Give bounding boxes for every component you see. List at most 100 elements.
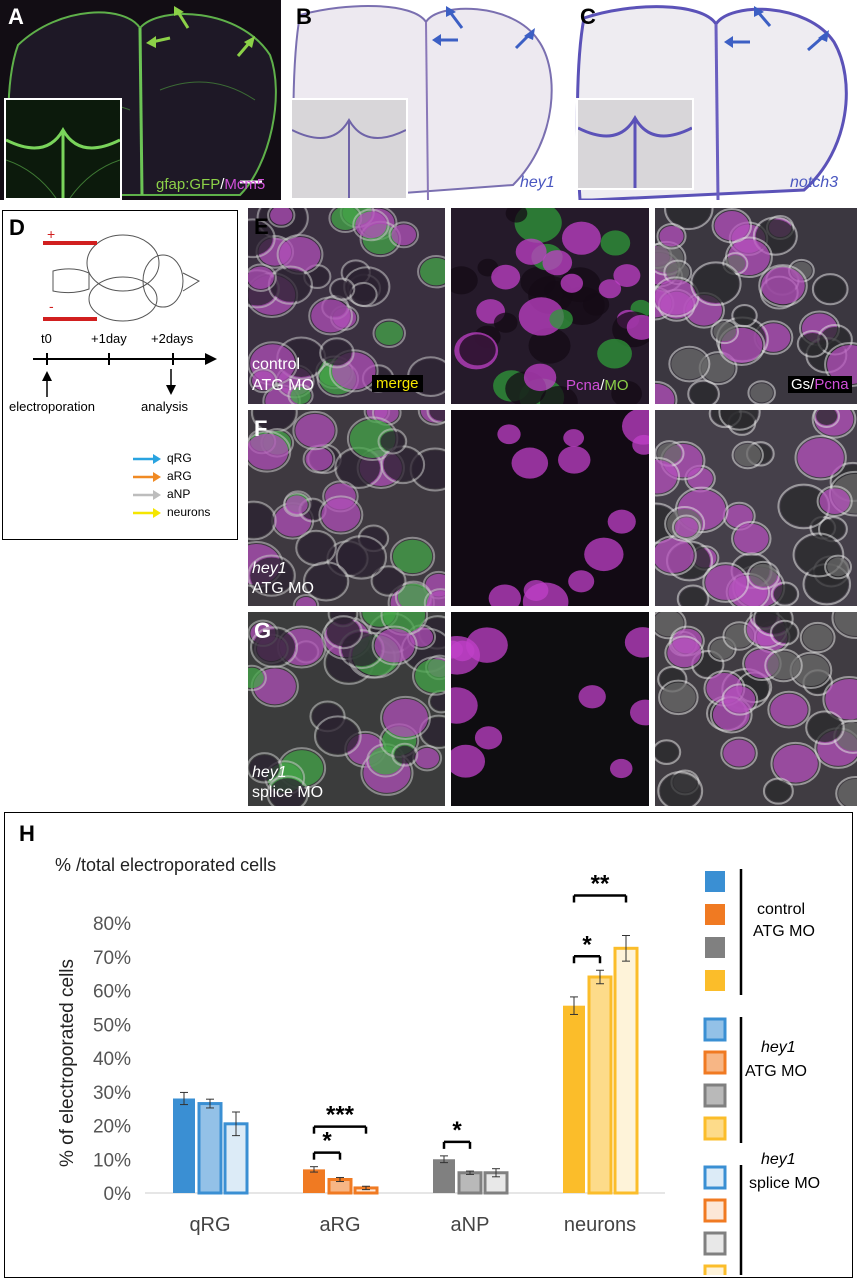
bar-aRG-0	[303, 1169, 325, 1193]
micrograph-r1-c1	[248, 208, 445, 404]
legend-swatch-1-0	[703, 1017, 727, 1042]
legend-swatch-2-1	[703, 1198, 727, 1223]
bar-aNP-0	[433, 1159, 455, 1193]
mo-text: MO	[604, 377, 629, 394]
micrograph-r2-c3	[655, 410, 857, 606]
stain-mcm5: Mcm5	[224, 176, 266, 193]
legend-hey1splice-line1: hey1	[761, 1151, 796, 1168]
svg-text:-: -	[49, 298, 54, 314]
legend-arrows	[133, 454, 161, 518]
significance-bracket	[572, 894, 628, 903]
panel-e-cond-2: ATG MO	[252, 377, 314, 394]
y-tick-label: 50%	[93, 1015, 131, 1036]
bar-neurons-1	[587, 975, 613, 1195]
legend-neurons: neurons	[167, 505, 211, 519]
micrograph-r1-c3	[655, 208, 857, 404]
significance-label: *	[582, 931, 592, 958]
significance-bracket	[572, 955, 602, 964]
legend-swatch-2-2	[703, 1231, 727, 1256]
legend-control-line3: ATG MO	[753, 923, 815, 940]
legend-hey1atg-line1: hey1	[761, 1039, 796, 1056]
micrograph-r3-c3	[655, 612, 857, 806]
error-bar-aNP-1	[466, 1170, 474, 1175]
arrow-c1	[756, 11, 772, 27]
legend-swatch-1-2	[703, 1083, 727, 1108]
error-bar-aRG-1	[336, 1176, 344, 1183]
y-axis-label: % of electroporated cells	[57, 959, 78, 1167]
pcna-text: Pcna	[566, 377, 601, 394]
gs-text: Gs	[791, 376, 811, 393]
error-bar-qRG-2	[232, 1111, 240, 1137]
panel-f-letter: F	[254, 416, 268, 441]
error-bar-aNP-0	[440, 1155, 448, 1164]
legend-swatch-1-1	[703, 1050, 727, 1075]
timeline-t1: +1day	[91, 331, 127, 346]
merge-label: merge	[372, 375, 423, 392]
error-bar-aNP-2	[492, 1168, 500, 1178]
legend-swatch-0-2	[705, 937, 725, 958]
error-bar-neurons-2	[622, 934, 630, 962]
arrow-b1	[448, 11, 464, 29]
significance-bracket	[312, 1151, 342, 1160]
bar-qRG-0	[173, 1098, 195, 1193]
x-tick-label: aRG	[319, 1214, 360, 1236]
legend-swatch-0-1	[705, 904, 725, 925]
legend-swatch-0-0	[705, 871, 725, 892]
legend-swatch-1-3	[703, 1116, 727, 1141]
slash-text-2: /	[810, 376, 815, 393]
significance-label: ***	[326, 1102, 355, 1129]
panel-g-letter: G	[254, 618, 272, 643]
significance-label: *	[452, 1117, 462, 1144]
stain-slash: /	[220, 176, 225, 193]
panel-h: H % /total electroporated cells 0% 10% 20%…	[4, 812, 853, 1278]
panel-c-inset	[576, 98, 694, 190]
panel-h-letter: H	[19, 821, 35, 846]
stain-gfap: gfap:GFP	[156, 176, 221, 193]
legend-swatch-0-3	[705, 970, 725, 991]
significance-bracket	[442, 1140, 472, 1149]
panel-b-image: B hey1	[288, 0, 565, 201]
legend-hey1atg-line2: ATG MO	[745, 1063, 807, 1080]
legend-anp: aNP	[167, 487, 191, 501]
panel-e-cond-1: control	[252, 356, 301, 373]
legend-arrow-neurons	[133, 508, 161, 518]
bar-chart: 0% 10% 20% 30% 40% 50% 60% 70% 80% % of electropo…	[57, 869, 743, 1275]
panel-a-inset	[4, 98, 122, 200]
legend-swatch-2-0	[703, 1165, 727, 1190]
micrograph-r2-c1	[248, 410, 445, 606]
significance-label: **	[591, 870, 610, 897]
error-bar-neurons-1	[596, 969, 604, 985]
panel-b-letter: B	[296, 4, 312, 29]
bar-aNP-1	[457, 1171, 483, 1195]
error-bar-aRG-2	[362, 1185, 370, 1191]
legend-qrg: qRG	[167, 451, 192, 465]
x-tick-label: qRG	[189, 1214, 230, 1236]
panel-g-cond-1: hey1	[252, 764, 287, 781]
panel-e-letter: E	[254, 214, 269, 239]
micrograph-r3-c2	[451, 612, 649, 806]
y-tick-label: 20%	[93, 1117, 131, 1138]
svg-text:+: +	[47, 226, 55, 242]
micrograph-r3-c1	[248, 612, 445, 806]
panel-f-cond-1: hey1	[252, 560, 287, 577]
legend-control-line2: control	[757, 901, 806, 918]
arrow-a1	[176, 11, 190, 29]
error-bar-qRG-0	[180, 1091, 188, 1106]
x-tick-label: aNP	[451, 1214, 490, 1236]
panel-g-cond-2: splice MO	[252, 784, 324, 801]
x-tick-label: neurons	[564, 1214, 636, 1236]
panel-f-cond-2: ATG MO	[252, 580, 314, 597]
pcna-mo-label: Pcna/MO	[566, 377, 629, 394]
pcna-text-2: Pcna	[814, 376, 849, 393]
legend-hey1splice-line2: splice MO	[749, 1175, 821, 1192]
error-bar-qRG-1	[206, 1098, 214, 1109]
y-tick-label: 0%	[104, 1184, 132, 1205]
chart-title: % /total electroporated cells	[55, 855, 277, 875]
timeline-end-event: analysis	[141, 399, 188, 414]
y-tick-label: 40%	[93, 1049, 131, 1070]
panel-a-letter: A	[8, 4, 24, 29]
micrograph-r2-c2	[451, 410, 649, 606]
significance-bracket	[312, 1125, 368, 1134]
legend-arg: aRG	[167, 469, 192, 483]
bar-neurons-2	[613, 946, 639, 1195]
